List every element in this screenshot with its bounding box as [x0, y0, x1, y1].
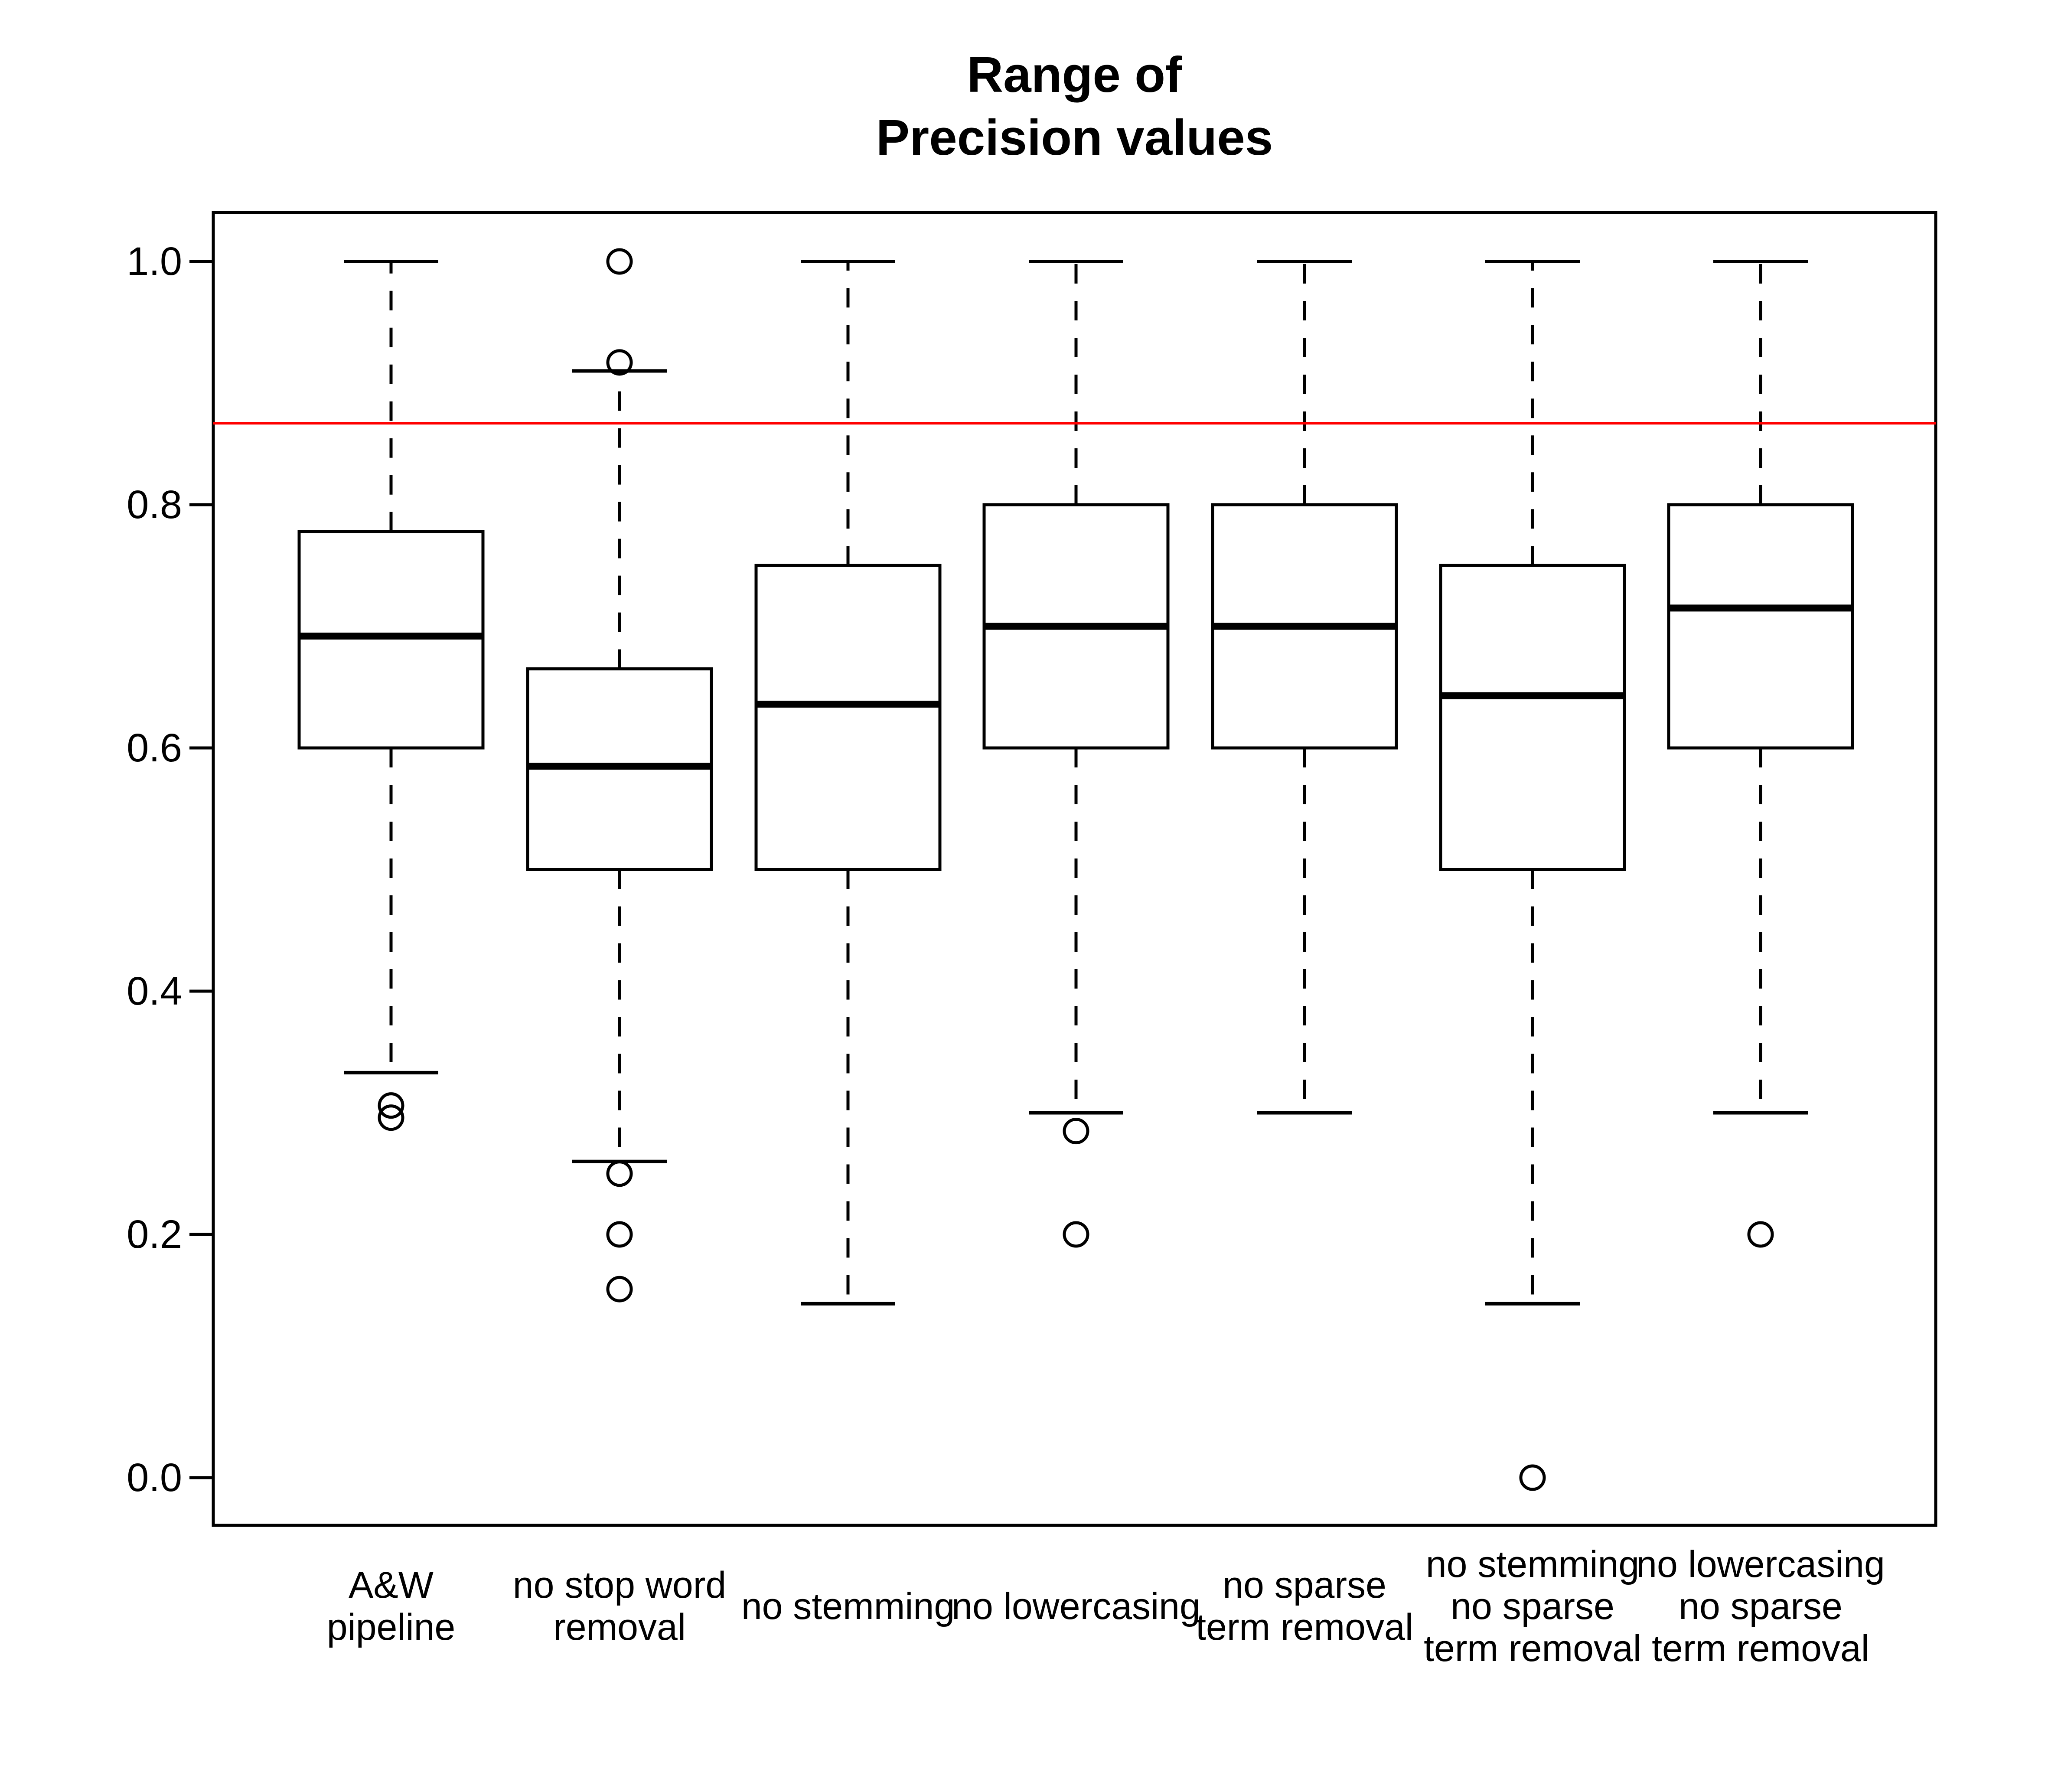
outlier-point [606, 349, 633, 376]
y-axis-tick-label: 0.4 [127, 969, 182, 1013]
outlier-point [1063, 1118, 1089, 1145]
x-axis-label-line: pipeline [326, 1606, 456, 1648]
x-axis-label-line: no lowercasing [1636, 1543, 1885, 1585]
x-axis-label-line: term removal [1424, 1627, 1641, 1669]
y-axis-tick-label: 0.2 [127, 1212, 182, 1257]
x-axis-label-line: A&W [349, 1564, 434, 1606]
outlier-point [1063, 1221, 1089, 1248]
x-axis-label-line: term removal [1196, 1606, 1413, 1648]
plot-border [212, 211, 1937, 1527]
outlier-point [378, 1104, 404, 1131]
x-axis-label-line: no sparse [1223, 1564, 1386, 1606]
x-axis-label: no stemming no sparse term removal [1337, 1541, 1728, 1671]
box-iqr [1667, 503, 1854, 750]
x-axis-label-line: no stop word [512, 1564, 727, 1606]
y-axis-tick-label: 1.0 [127, 239, 182, 284]
y-axis-tick-label: 0.0 [127, 1456, 182, 1500]
outlier-point [606, 1221, 633, 1248]
box-iqr [754, 564, 942, 871]
outlier-point [606, 248, 633, 275]
x-axis-label: no stop word removal [424, 1541, 815, 1671]
x-axis-label-line: no stemming [1425, 1543, 1640, 1585]
outlier-point [1747, 1221, 1774, 1248]
outlier-point [378, 1092, 404, 1119]
outlier-point [1519, 1464, 1546, 1491]
x-axis-label-line: no stemming [741, 1585, 955, 1627]
x-axis-label: no lowercasing no sparse term removal [1565, 1541, 1956, 1671]
x-axis-label-line: no sparse [1451, 1585, 1614, 1627]
box-iqr [297, 530, 485, 750]
outlier-point [606, 1276, 633, 1302]
x-axis-label-line: no lowercasing [952, 1585, 1200, 1627]
x-axis-label-line: no sparse [1679, 1585, 1843, 1627]
x-axis-label: no lowercasing [881, 1541, 1271, 1671]
outlier-point [606, 1160, 633, 1187]
y-axis-tick-label: 0.6 [127, 726, 182, 770]
box-iqr [1439, 564, 1626, 871]
x-axis-label: no sparse term removal [1109, 1541, 1500, 1671]
x-axis-label-line: term removal [1652, 1627, 1869, 1669]
chart-title: Range of Precision values [876, 46, 1273, 166]
x-axis-label-line: removal [553, 1606, 686, 1648]
x-axis-label: A&W pipeline [196, 1541, 586, 1671]
y-axis-tick-label: 0.8 [127, 483, 182, 527]
x-axis-label: no stemming [653, 1541, 1043, 1671]
